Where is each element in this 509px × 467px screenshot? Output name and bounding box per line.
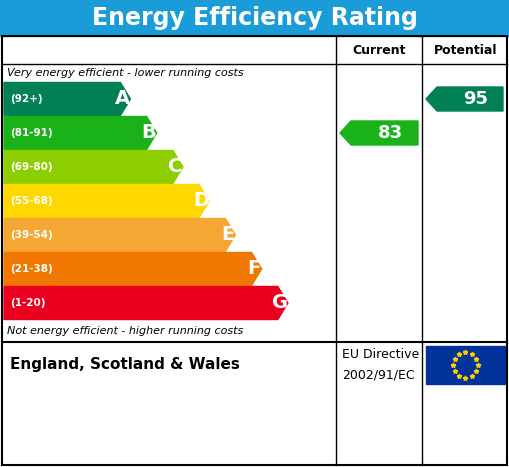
- Text: (69-80): (69-80): [10, 162, 52, 172]
- Polygon shape: [4, 83, 130, 115]
- Polygon shape: [340, 121, 418, 145]
- Text: C: C: [168, 157, 182, 177]
- Text: Very energy efficient - lower running costs: Very energy efficient - lower running co…: [7, 68, 244, 78]
- Text: 2002/91/EC: 2002/91/EC: [342, 368, 415, 382]
- Polygon shape: [4, 116, 157, 149]
- Text: 95: 95: [464, 90, 489, 108]
- Text: (55-68): (55-68): [10, 196, 53, 206]
- Bar: [0, 0, 509, 36]
- Text: Not energy efficient - higher running costs: Not energy efficient - higher running co…: [7, 326, 243, 336]
- Text: F: F: [247, 260, 260, 278]
- Text: (39-54): (39-54): [10, 230, 53, 240]
- Text: 83: 83: [378, 124, 403, 142]
- Text: (92+): (92+): [10, 94, 43, 104]
- Text: Energy Efficiency Rating: Energy Efficiency Rating: [92, 6, 417, 30]
- Text: E: E: [221, 226, 234, 245]
- Polygon shape: [4, 150, 183, 184]
- Text: (1-20): (1-20): [10, 298, 45, 308]
- Polygon shape: [4, 219, 235, 252]
- Bar: [426, 346, 505, 384]
- Text: Potential: Potential: [434, 43, 497, 57]
- Polygon shape: [4, 286, 288, 319]
- Polygon shape: [4, 253, 262, 285]
- Text: B: B: [142, 123, 156, 142]
- Text: D: D: [193, 191, 209, 211]
- Polygon shape: [4, 184, 209, 218]
- Text: (81-91): (81-91): [10, 128, 52, 138]
- Text: Current: Current: [352, 43, 406, 57]
- Text: G: G: [272, 293, 288, 312]
- Text: England, Scotland & Wales: England, Scotland & Wales: [10, 358, 240, 373]
- Polygon shape: [426, 87, 503, 111]
- Text: (21-38): (21-38): [10, 264, 53, 274]
- Text: A: A: [115, 90, 130, 108]
- Text: EU Directive: EU Directive: [342, 348, 419, 361]
